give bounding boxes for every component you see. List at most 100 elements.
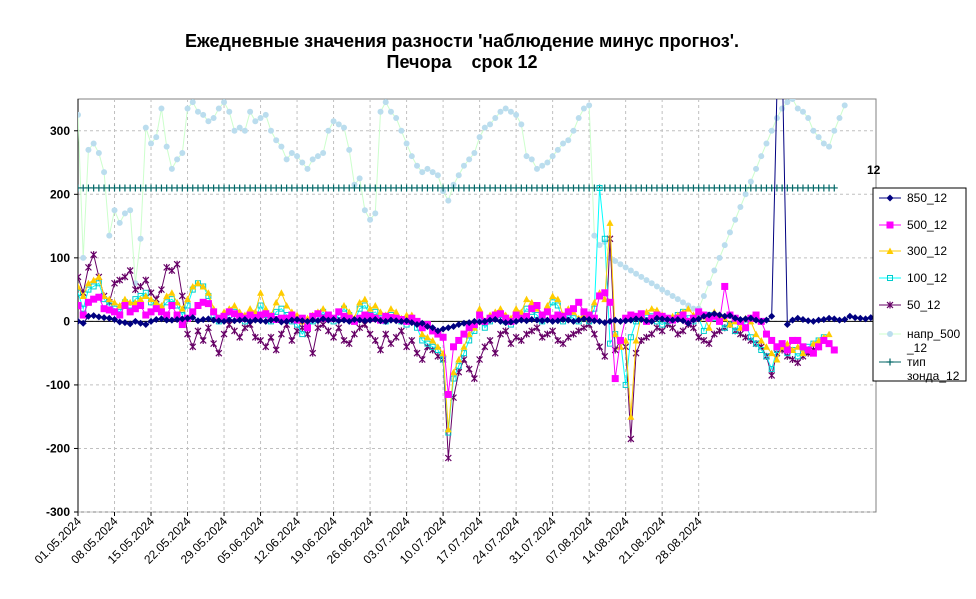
data-point — [340, 316, 348, 324]
data-point — [809, 317, 817, 325]
data-point — [783, 346, 791, 354]
data-point — [137, 235, 144, 242]
chart-title-line1: Ежедневные значения разности 'наблюдение… — [185, 31, 739, 51]
data-point — [184, 295, 192, 303]
data-point — [460, 162, 467, 169]
data-point — [267, 127, 274, 134]
data-point — [126, 267, 134, 275]
data-point — [544, 159, 551, 166]
data-point — [304, 330, 311, 338]
data-point — [257, 336, 264, 344]
data-point — [638, 273, 645, 280]
data-point — [178, 305, 186, 312]
data-point — [419, 169, 426, 176]
data-point — [408, 153, 415, 160]
legend-label: _12 — [906, 341, 927, 355]
data-point — [121, 210, 128, 217]
data-point — [700, 292, 707, 299]
data-point — [533, 302, 541, 309]
series-group — [78, 51, 876, 462]
data-point — [398, 127, 405, 134]
data-point — [512, 317, 520, 325]
data-point — [236, 316, 244, 324]
data-point — [549, 317, 557, 325]
data-point — [184, 302, 191, 309]
data-point — [85, 146, 92, 153]
data-point — [663, 315, 671, 323]
data-point — [768, 336, 776, 344]
data-point — [502, 327, 510, 335]
data-point — [763, 353, 770, 360]
data-point — [779, 51, 786, 58]
data-point — [377, 346, 384, 354]
data-point — [168, 316, 176, 324]
data-point — [470, 375, 478, 383]
data-point — [799, 343, 807, 351]
data-point — [731, 314, 739, 322]
data-point — [257, 317, 265, 325]
data-point — [131, 305, 139, 313]
legend-label: тип — [907, 355, 926, 369]
data-point — [601, 352, 609, 360]
data-point — [215, 349, 223, 357]
data-point — [220, 317, 228, 325]
data-point — [710, 310, 718, 318]
data-point — [273, 137, 280, 144]
data-point — [174, 156, 181, 163]
data-point — [643, 317, 651, 325]
data-point — [450, 322, 458, 330]
data-point — [862, 315, 870, 323]
data-point — [778, 340, 786, 348]
data-point — [528, 327, 536, 335]
data-point — [758, 346, 765, 353]
data-point — [455, 172, 462, 179]
data-point — [653, 324, 661, 332]
data-point — [168, 267, 176, 275]
data-point — [236, 333, 244, 341]
data-point — [178, 292, 186, 300]
data-point — [173, 311, 181, 319]
data-point — [789, 99, 796, 102]
data-point — [272, 346, 280, 354]
data-point — [173, 315, 181, 323]
data-point — [220, 330, 228, 338]
data-point — [356, 175, 363, 182]
data-point — [319, 305, 327, 312]
y-tick-label: 0 — [63, 314, 70, 328]
data-point — [580, 105, 587, 112]
data-point — [513, 111, 520, 118]
data-point — [126, 320, 134, 328]
data-point — [805, 115, 812, 122]
data-point — [178, 321, 186, 329]
data-point — [345, 340, 353, 348]
data-point — [726, 229, 733, 236]
data-point — [794, 359, 802, 367]
data-point — [205, 118, 212, 125]
data-point — [648, 317, 656, 325]
data-point — [773, 89, 780, 96]
data-point — [674, 296, 681, 303]
data-point — [90, 140, 97, 147]
data-point — [220, 312, 228, 320]
data-point — [324, 316, 332, 324]
data-point — [392, 333, 400, 341]
data-point — [466, 156, 473, 163]
data-point — [309, 312, 317, 320]
data-point — [194, 108, 201, 115]
data-point — [491, 315, 499, 323]
data-point — [111, 207, 118, 214]
data-point — [648, 305, 656, 312]
data-point — [153, 134, 160, 141]
data-point — [147, 308, 155, 316]
data-point — [564, 333, 572, 341]
data-point — [189, 343, 197, 351]
data-point — [356, 324, 364, 332]
data-point — [700, 327, 707, 334]
data-point — [616, 336, 624, 344]
data-point — [345, 317, 353, 325]
legend-item: 300_12 — [879, 244, 947, 258]
data-point — [408, 319, 416, 327]
legend-label: 850_12 — [907, 191, 947, 205]
data-point — [752, 311, 760, 319]
data-point — [753, 340, 760, 347]
